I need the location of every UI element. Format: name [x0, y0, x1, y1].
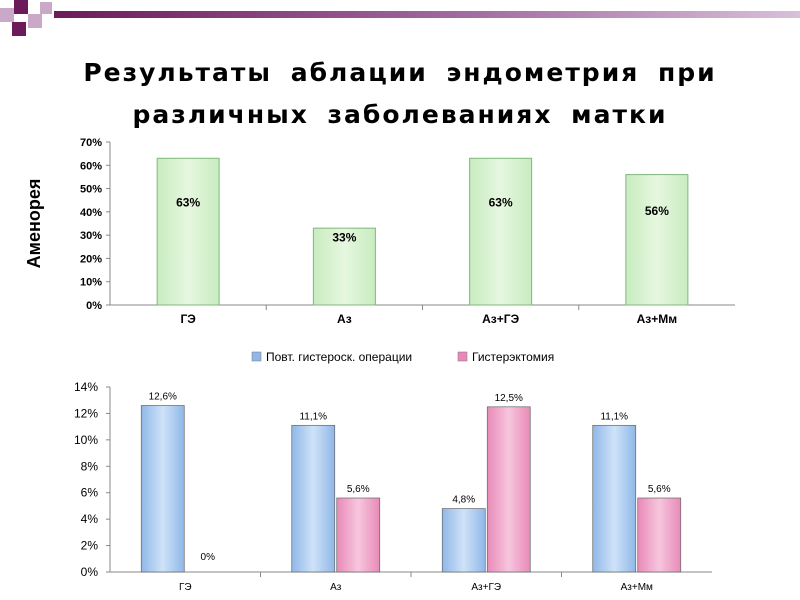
chart2-data-label: 5,6%	[648, 484, 671, 495]
title-line-2: различных заболеваниях матки	[132, 100, 668, 129]
chart1-data-label: 63%	[176, 196, 200, 210]
chart1-y-tick-label: 60%	[80, 160, 102, 172]
chart1-bar	[312, 227, 376, 306]
chart2-legend-label: Повт. гистероск. операции	[266, 350, 412, 364]
deco-square	[40, 2, 52, 14]
chart2-legend-swatch	[251, 351, 262, 362]
decorative-header-squares	[0, 0, 800, 36]
chart2-bar	[336, 497, 381, 573]
deco-square	[28, 14, 42, 28]
chart1-bar	[469, 157, 533, 306]
chart1-y-tick-label: 0%	[86, 300, 102, 312]
chart2-x-tick-label: ГЭ	[179, 582, 192, 593]
chart2-legend-swatch	[457, 351, 468, 362]
chart2-x-tick-label: Аз	[330, 582, 342, 593]
title-line-1: Результаты аблации эндометрия при	[83, 58, 717, 87]
chart2-y-tick-label: 6%	[81, 486, 99, 500]
chart2-bar	[486, 406, 531, 573]
chart2-data-label: 12,5%	[495, 393, 523, 404]
chart1-data-label: 33%	[332, 231, 356, 245]
chart1-y-tick-label: 10%	[80, 277, 102, 289]
chart2-bar	[637, 497, 682, 573]
chart1-y-tick-label: 50%	[80, 184, 102, 196]
amenorrhea-bar-chart: 0% 10% 20% 30% 40% 50% 60% 70% 63% ГЭ 33% Аз 63% Аз+Г…	[24, 137, 735, 326]
chart2-bar	[291, 424, 336, 573]
chart2-legend: Повт. гистероск. операции Гистерэктомия	[251, 350, 554, 364]
chart2-y-tick-label: 10%	[74, 433, 98, 447]
chart2-data-label: 0%	[201, 552, 216, 563]
chart1-data-label: 63%	[489, 196, 513, 210]
chart1-y-tick-label: 40%	[80, 207, 102, 219]
chart1-x-tick-label: Аз	[337, 312, 352, 326]
chart2-data-label: 11,1%	[299, 411, 327, 422]
chart2-y-tick-label: 4%	[81, 512, 99, 526]
chart2-data-label: 11,1%	[600, 411, 628, 422]
chart1-x-tick-label: Аз+ГЭ	[482, 312, 519, 326]
chart2-x-tick-label: Аз+Мм	[621, 582, 653, 593]
chart2-y-tick-label: 2%	[81, 539, 99, 553]
chart2-data-label: 5,6%	[347, 484, 370, 495]
page-title: Результаты аблации эндометрия при различ…	[0, 52, 800, 136]
chart2-y-tick-label: 8%	[81, 459, 99, 473]
chart1-y-tick-label: 70%	[80, 137, 102, 149]
reoperation-grouped-bar-chart: Повт. гистероск. операции Гистерэктомия 0%…	[74, 350, 712, 593]
deco-square	[14, 0, 28, 14]
deco-square	[0, 8, 14, 22]
chart1-x-tick-label: ГЭ	[180, 312, 196, 326]
chart2-bar	[592, 424, 637, 573]
deco-bar	[54, 11, 800, 18]
chart1-bar	[625, 174, 689, 306]
chart2-x-tick-label: Аз+ГЭ	[471, 582, 501, 593]
chart1-bar	[156, 157, 220, 306]
chart2-data-label: 4,8%	[452, 495, 475, 506]
chart1-y-axis-label: Аменорея	[24, 179, 44, 269]
chart1-y-tick-label: 20%	[80, 253, 102, 265]
chart2-y-tick-label: 12%	[74, 406, 98, 420]
chart2-y-tick-label: 14%	[74, 380, 98, 394]
chart2-legend-label: Гистерэктомия	[472, 350, 554, 364]
chart2-bar	[441, 508, 486, 573]
chart2-plot-area: 0% 2% 4% 6% 8% 10% 12% 14% ГЭ 12,6% 0% Аз 11,1% 5,6% А…	[74, 380, 712, 593]
deco-square	[12, 22, 26, 36]
chart2-data-label: 12,6%	[149, 392, 177, 403]
chart2-bar	[140, 405, 185, 573]
chart2-y-tick-label: 0%	[81, 565, 99, 579]
chart1-data-label: 56%	[645, 204, 669, 218]
chart1-plot-area: 0% 10% 20% 30% 40% 50% 60% 70% 63% ГЭ 33% Аз 63% Аз+Г…	[80, 137, 735, 326]
chart1-y-tick-label: 30%	[80, 230, 102, 242]
chart1-x-tick-label: Аз+Мм	[637, 312, 678, 326]
